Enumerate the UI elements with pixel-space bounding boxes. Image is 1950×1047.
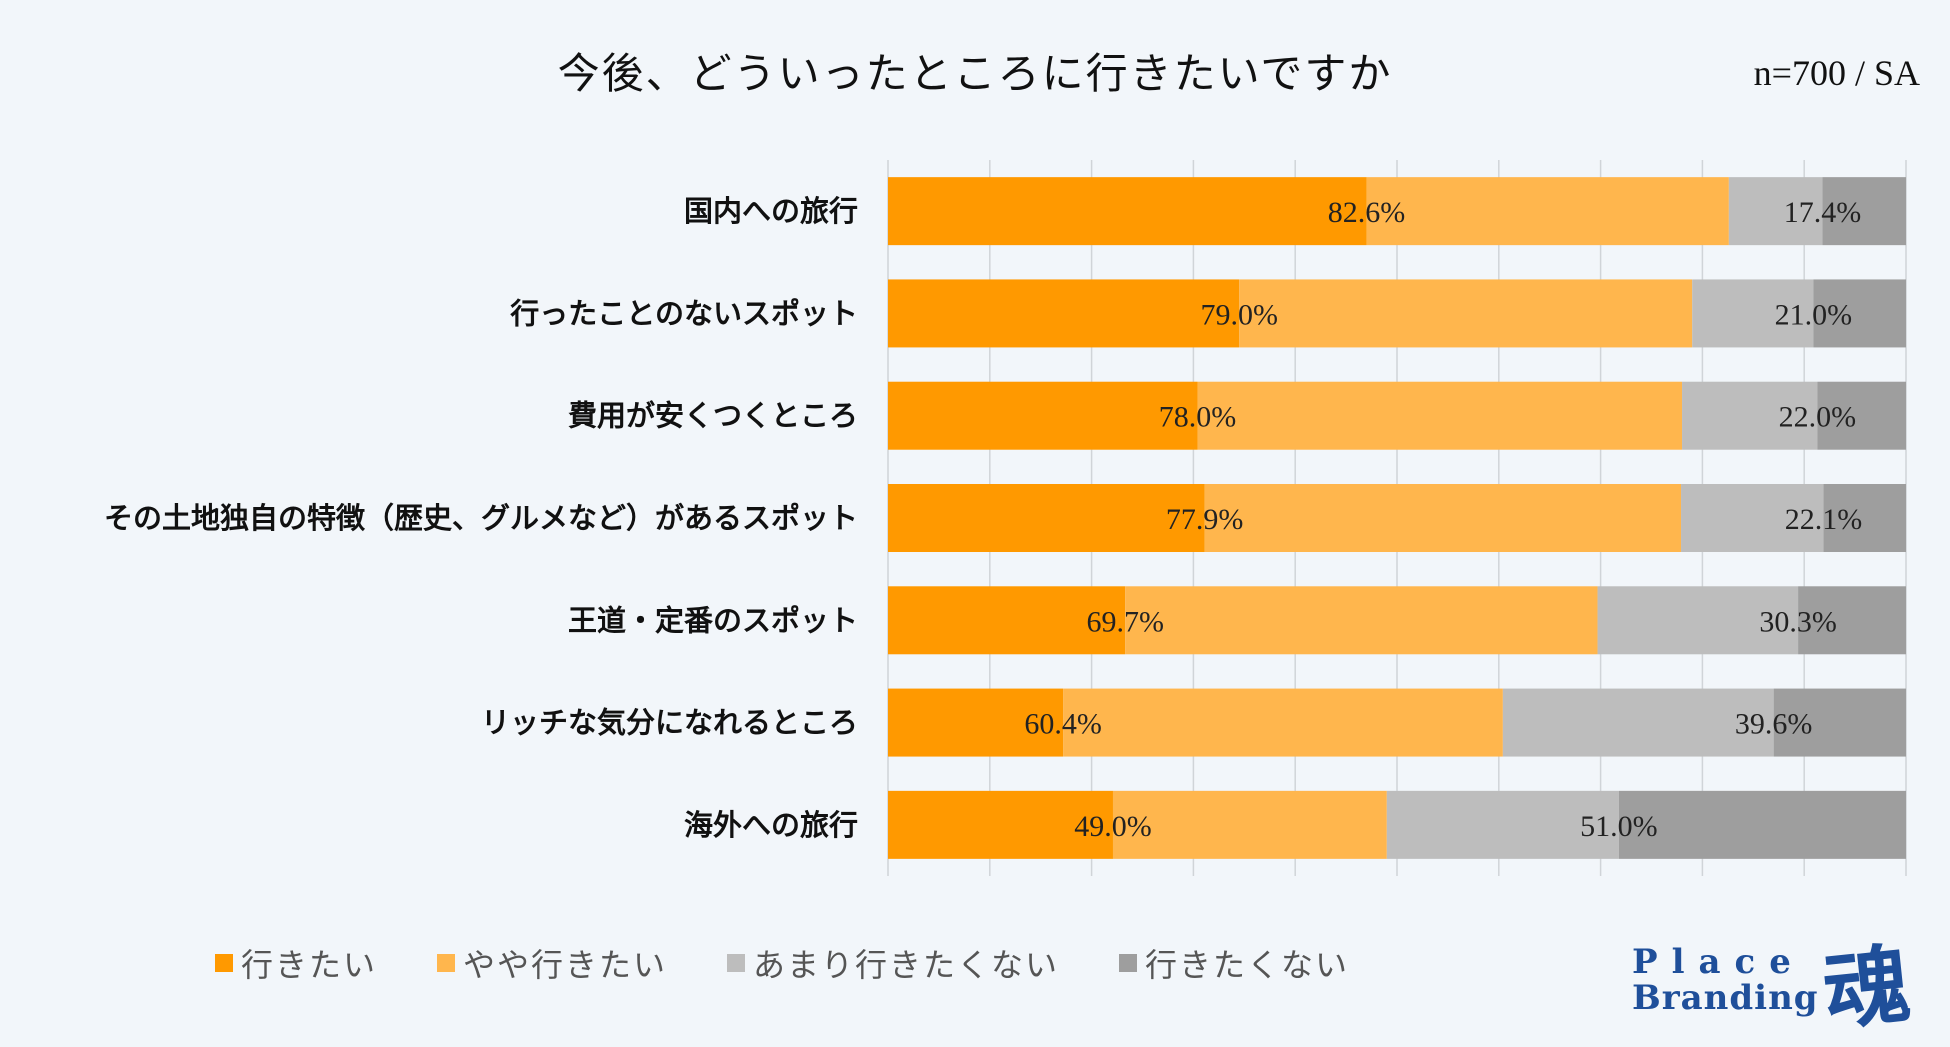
legend: 行きたい やや行きたい あまり行きたくない 行きたくない [215, 940, 1349, 986]
bar-2-series-0 [888, 381, 1198, 450]
positive-total-label-3: 77.9% [1166, 503, 1244, 536]
bar-1-series-3 [1813, 279, 1906, 348]
negative-total-label-1: 21.0% [1775, 298, 1853, 331]
brand-mark-glyph: 魂 [1818, 933, 1915, 1044]
bar-0-series-2 [1728, 177, 1823, 246]
bar-6-series-2 [1386, 790, 1619, 859]
legend-swatch-2 [727, 954, 746, 972]
brand-logo: Place Branding 魂 [1632, 918, 1914, 1043]
positive-total-label-2: 78.0% [1159, 401, 1237, 434]
legend-label-3: 行きたくない [1145, 946, 1350, 984]
positive-total-label-5: 60.4% [1024, 708, 1102, 741]
bar-6-series-1 [1112, 790, 1387, 859]
bar-6-series-0 [888, 790, 1113, 859]
value-labels: 82.6% 17.4% 79.0% 21.0% 78.0% 22.0% 77.9% 22.1%… [1024, 196, 1862, 843]
legend-item-0: 行きたい [215, 940, 377, 986]
bar-4-series-3 [1798, 586, 1906, 655]
stacked-bar-chart: 国内への旅行行ったことのないスポット費用が安くつくところその土地独自の特徴（歴史… [104, 160, 1907, 876]
bar-4-series-0 [888, 586, 1126, 655]
bar-2-series-1 [1197, 381, 1683, 450]
brand-word-branding: Branding [1632, 977, 1819, 1018]
category-label-2: 費用が安くつくところ [568, 399, 858, 433]
brand-word-place: Place [1632, 941, 1805, 982]
legend-swatch-0 [215, 954, 233, 972]
legend-swatch-3 [1119, 954, 1138, 972]
negative-total-label-2: 22.0% [1779, 401, 1857, 434]
bar-5-series-3 [1773, 688, 1906, 757]
bar-2-series-2 [1682, 381, 1818, 450]
legend-item-1: やや行きたい [437, 940, 667, 986]
category-label-4: 王道・定番のスポット [568, 603, 858, 637]
bar-3-series-3 [1823, 484, 1906, 552]
bar-1-series-1 [1239, 279, 1693, 348]
bar-3-series-0 [888, 484, 1205, 552]
positive-total-label-6: 49.0% [1074, 810, 1152, 843]
bar-6-series-3 [1618, 790, 1906, 859]
legend-item-3: 行きたくない [1119, 940, 1349, 986]
bar-0-series-1 [1366, 177, 1729, 246]
legend-label-0: 行きたい [241, 946, 378, 984]
negative-total-label-5: 39.6% [1735, 708, 1813, 741]
legend-label-1: やや行きたい [463, 946, 668, 984]
category-label-3: その土地独自の特徴（歴史、グルメなど）があるスポット [104, 501, 858, 535]
bar-1-series-0 [888, 279, 1240, 348]
positive-total-label-0: 82.6% [1328, 196, 1406, 229]
positive-total-label-1: 79.0% [1200, 298, 1278, 331]
category-label-5: リッチな気分になれるところ [481, 706, 858, 740]
bars [888, 177, 1906, 859]
legend-label-2: あまり行きたくない [753, 946, 1060, 984]
bar-3-series-2 [1681, 484, 1824, 552]
bar-4-series-2 [1597, 586, 1799, 655]
bar-5-series-1 [1063, 688, 1503, 757]
legend-swatch-1 [437, 954, 456, 972]
bar-2-series-3 [1817, 381, 1906, 450]
category-labels: 国内への旅行行ったことのないスポット費用が安くつくところその土地独自の特徴（歴史… [104, 194, 858, 842]
bar-3-series-1 [1204, 484, 1682, 552]
bar-5-series-0 [888, 688, 1064, 757]
category-label-1: 行ったことのないスポット [509, 296, 858, 330]
bar-0-series-0 [888, 177, 1367, 246]
category-label-0: 国内への旅行 [684, 194, 858, 228]
bar-1-series-2 [1692, 279, 1814, 348]
negative-total-label-0: 17.4% [1784, 196, 1862, 229]
legend-item-2: あまり行きたくない [727, 940, 1059, 986]
positive-total-label-4: 69.7% [1086, 605, 1164, 638]
negative-total-label-3: 22.1% [1785, 503, 1863, 536]
bar-0-series-3 [1822, 177, 1906, 246]
negative-total-label-6: 51.0% [1580, 810, 1658, 843]
bar-4-series-1 [1125, 586, 1598, 655]
chart-title: 今後、どういったところに行きたいですか [557, 49, 1393, 98]
category-label-6: 海外への旅行 [684, 808, 858, 842]
negative-total-label-4: 30.3% [1759, 605, 1837, 638]
sample-size-label: n=700 / SA [1753, 53, 1920, 93]
bar-5-series-2 [1502, 688, 1774, 757]
